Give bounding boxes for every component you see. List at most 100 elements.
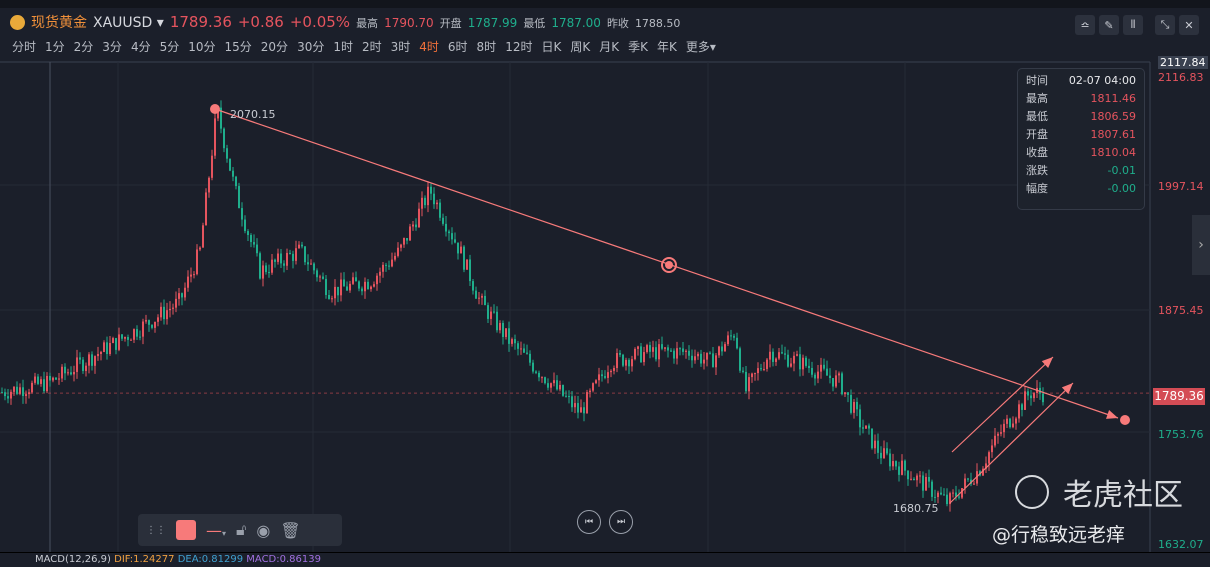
candle-body xyxy=(727,335,729,345)
candle-body xyxy=(529,353,531,363)
candle-body xyxy=(1027,391,1029,396)
candle-body xyxy=(295,248,297,261)
timeframe-tab[interactable]: 周K xyxy=(570,40,591,54)
candle-body xyxy=(691,355,693,361)
color-swatch[interactable] xyxy=(176,520,196,540)
candle-body xyxy=(760,368,762,370)
trend-anchor xyxy=(210,104,220,114)
candle-body xyxy=(52,377,54,381)
candle-body xyxy=(685,350,687,352)
candle-body xyxy=(607,372,609,378)
close-icon[interactable]: ✕ xyxy=(1179,15,1199,35)
tooltip-row: 最高 1811.46 xyxy=(1018,90,1144,108)
timeframe-tab[interactable]: 2时 xyxy=(361,40,382,54)
candle-body xyxy=(28,392,30,395)
candle-body xyxy=(199,247,201,250)
timeframe-tab[interactable]: 1分 xyxy=(45,40,65,54)
collapse-icon[interactable]: ⤡ xyxy=(1155,15,1175,35)
drag-handle-icon[interactable]: ⋮⋮ xyxy=(146,524,166,536)
timeframe-tab[interactable]: 日K xyxy=(541,40,562,54)
timeframe-tab[interactable]: 月K xyxy=(599,40,620,54)
gold-icon xyxy=(10,14,25,30)
candle-body xyxy=(856,401,858,410)
symbol-dropdown[interactable]: XAUUSD ▾ xyxy=(93,15,164,31)
timeframe-tab[interactable]: 30分 xyxy=(297,40,325,54)
timeframe-tab[interactable]: 分时 xyxy=(12,40,37,54)
candle-body xyxy=(109,342,111,355)
timeframe-tab[interactable]: 6时 xyxy=(447,40,468,54)
candle-body xyxy=(730,335,732,337)
timeframe-tab[interactable]: 8时 xyxy=(476,40,497,54)
candle-body xyxy=(43,379,45,392)
timeframe-tab[interactable]: 季K xyxy=(628,40,648,54)
prev-button[interactable]: ⏮︎ xyxy=(577,510,601,534)
axis-label: 1753.76 xyxy=(1158,428,1204,441)
candle-body xyxy=(439,202,441,218)
timeframe-tab[interactable]: 3分 xyxy=(102,40,122,54)
candle-body xyxy=(370,286,372,290)
candle-body xyxy=(1009,418,1011,428)
candle-body xyxy=(289,252,291,254)
candle-body xyxy=(865,425,867,429)
draw-pencil-icon[interactable]: ✎ xyxy=(1099,15,1119,35)
timeframe-tab[interactable]: 10分 xyxy=(188,40,216,54)
eye-icon[interactable]: ◉ xyxy=(256,520,271,540)
arrow-head xyxy=(1106,410,1118,419)
timeframe-tab[interactable]: 更多▾ xyxy=(685,40,716,54)
timeframe-tab[interactable]: 2分 xyxy=(73,40,94,54)
candle-body xyxy=(250,235,252,243)
timeframe-tab[interactable]: 5分 xyxy=(159,40,180,54)
timeframe-tab[interactable]: 20分 xyxy=(260,40,289,54)
candle-body xyxy=(550,383,552,388)
timeframe-tab[interactable]: 12时 xyxy=(505,40,533,54)
timeframe-tab[interactable]: 年K xyxy=(656,40,677,54)
candle-body xyxy=(304,246,306,263)
candle-body xyxy=(124,337,126,339)
timeframe-tab[interactable]: 1时 xyxy=(333,40,353,54)
axis-label: 1632.07 xyxy=(1158,538,1204,551)
candle-body xyxy=(466,259,468,270)
candle-body xyxy=(994,435,996,446)
candle-body xyxy=(700,353,702,364)
candle-body xyxy=(589,390,591,393)
change-pct: +0.05% xyxy=(289,13,351,31)
expand-panel-button[interactable]: › xyxy=(1192,215,1210,275)
candle-body xyxy=(829,375,831,379)
candle-body xyxy=(73,371,75,375)
timeframe-tab[interactable]: 4时 xyxy=(419,40,439,54)
candle-body xyxy=(511,339,513,344)
candle-body xyxy=(133,329,135,340)
unlock-icon[interactable]: 🔓︎ xyxy=(236,520,247,539)
candle-body xyxy=(631,359,633,367)
candle-body xyxy=(694,356,696,361)
candle-body xyxy=(637,346,639,349)
indicator-icon[interactable]: ≏ xyxy=(1075,15,1095,35)
candle-body xyxy=(151,324,153,328)
candle-body xyxy=(421,197,423,209)
candle-body xyxy=(862,427,864,429)
next-button[interactable]: ⏭︎ xyxy=(609,510,633,534)
candle-body xyxy=(757,368,759,374)
candle-body xyxy=(997,433,999,436)
candle-body xyxy=(577,403,579,413)
candle-body xyxy=(16,386,18,394)
candle-body xyxy=(40,379,42,384)
candle-type-icon[interactable]: ⫴ xyxy=(1123,15,1143,35)
candle-body xyxy=(481,295,483,298)
candle-body xyxy=(781,352,783,354)
tooltip-value: 1810.04 xyxy=(1090,146,1137,159)
macd-dea: DEA:0.81299 xyxy=(177,554,244,565)
timeframe-tab[interactable]: 15分 xyxy=(224,40,252,54)
timeframe-tab[interactable]: 3时 xyxy=(390,40,411,54)
trash-icon[interactable]: 🗑︎ xyxy=(280,520,301,540)
candle-body xyxy=(478,297,480,299)
candle-body xyxy=(532,362,534,372)
candle-body xyxy=(121,334,123,339)
candle-body xyxy=(544,377,546,384)
candle-body xyxy=(55,377,57,380)
candle-body xyxy=(37,376,39,384)
line-style-dropdown[interactable]: —▾ xyxy=(206,520,227,540)
timeframe-tab[interactable]: 4分 xyxy=(130,40,151,54)
candle-body xyxy=(562,384,564,396)
